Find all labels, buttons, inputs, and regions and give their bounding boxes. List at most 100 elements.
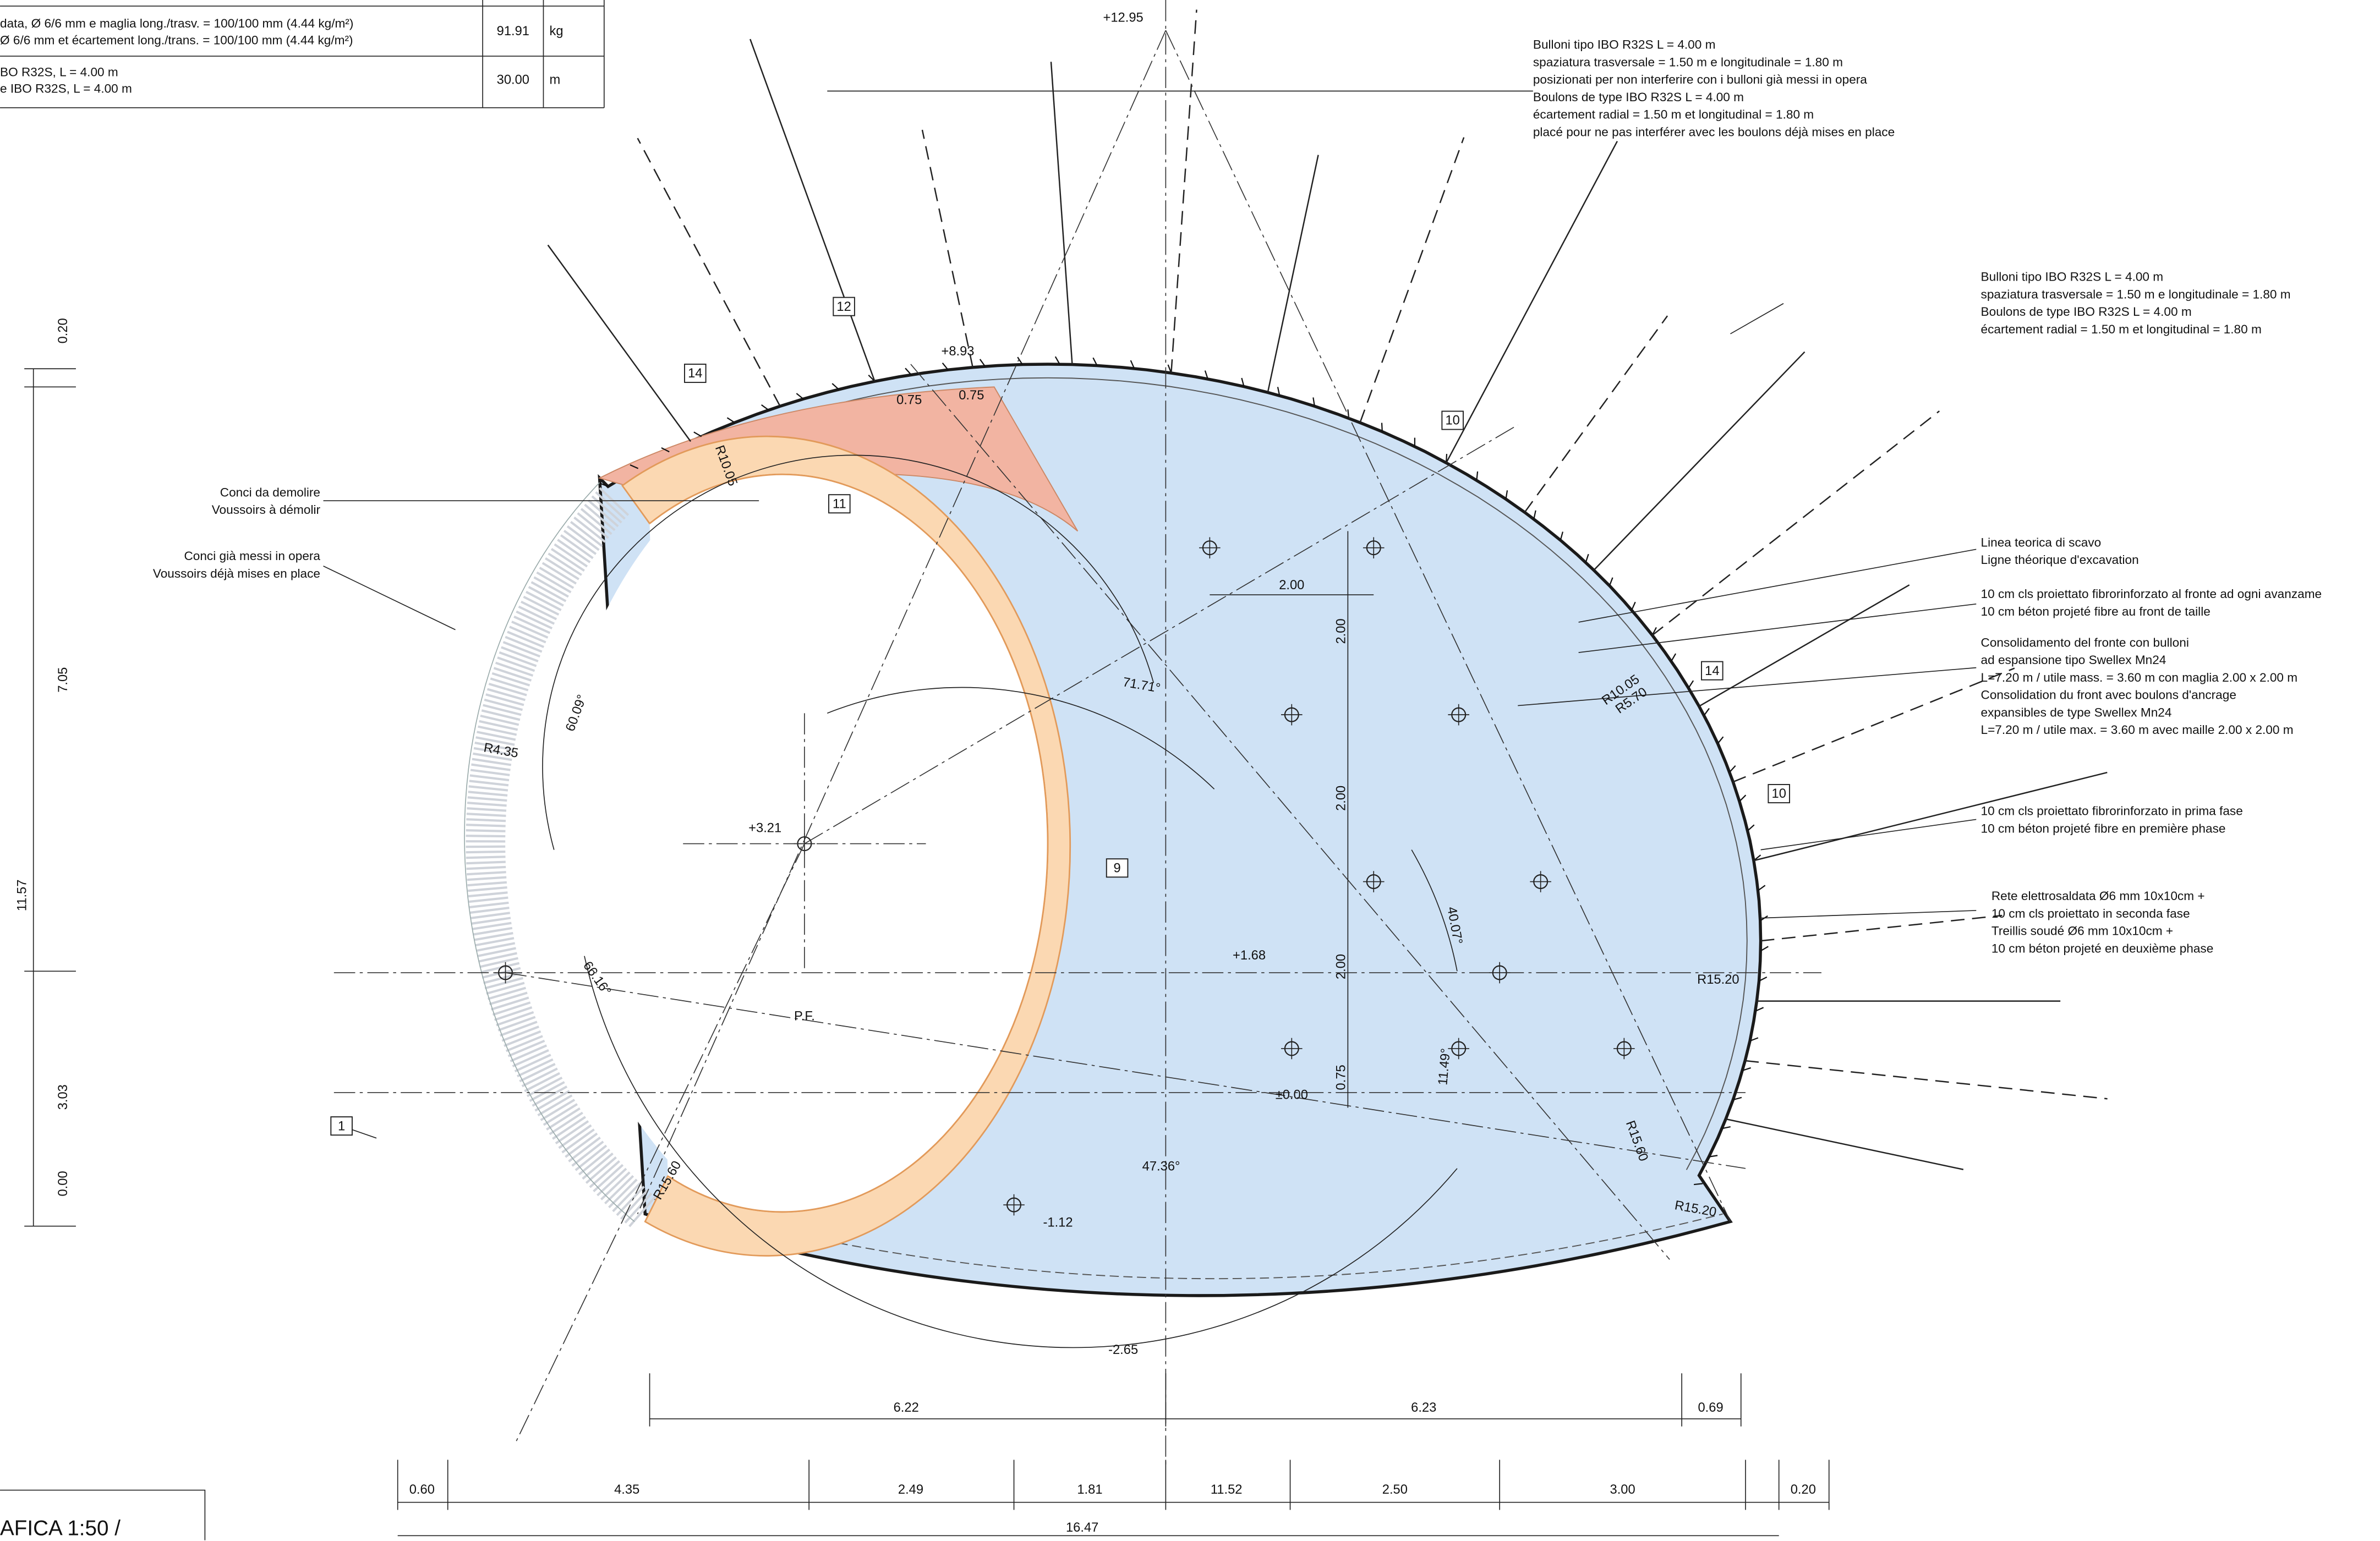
dimension-label: 3.00 — [1610, 1483, 1635, 1497]
center-line — [910, 364, 1670, 1260]
mesh-tick — [1703, 708, 1710, 716]
mesh-tick — [693, 431, 702, 437]
note: Linea teorica di scavo — [1981, 535, 2102, 549]
note: Bulloni tipo IBO R32S L = 4.00 m — [1533, 38, 1716, 52]
mesh-tick — [796, 393, 804, 400]
note: placé pour ne pas interférer avec les bo… — [1533, 125, 1895, 139]
bolt — [1446, 141, 1618, 463]
leader — [1578, 603, 1977, 653]
center-line — [637, 30, 1167, 1214]
bolt — [1745, 1060, 2108, 1100]
bolt — [1732, 667, 2015, 783]
existing-outline — [464, 482, 635, 1222]
note: Rete elettrosaldata Ø6 mm 10x10cm + — [1991, 889, 2205, 903]
mesh-tick — [599, 482, 609, 487]
mesh-tick — [1758, 976, 1768, 982]
callout-box — [1441, 410, 1464, 430]
table-cell: BO R32S, L = 4.00 m — [0, 65, 118, 79]
dimension-label: 0.69 — [1698, 1401, 1723, 1415]
table-cell: 30.00 — [497, 73, 529, 87]
mesh-tick — [1729, 765, 1736, 773]
callout: 12 — [836, 300, 851, 314]
dimension-label: 3.03 — [56, 1084, 70, 1110]
mesh-tick — [1631, 601, 1636, 611]
elevation: +12.95 — [1103, 10, 1144, 25]
mesh-tick — [1755, 1007, 1764, 1012]
callout: 1 — [338, 1119, 345, 1133]
mesh-tick — [726, 417, 735, 423]
bolt — [1725, 1118, 1964, 1170]
dimension-label: 11.52 — [1211, 1483, 1243, 1497]
table-cell: data, Ø 6/6 mm e maglia long./trasv. = 1… — [0, 17, 353, 30]
leader — [1760, 819, 1977, 851]
bolt — [1651, 410, 1940, 636]
mesh-tick — [1130, 360, 1135, 369]
mesh-tick — [1758, 885, 1766, 891]
note: spaziatura trasversale = 1.50 m e longit… — [1533, 55, 1843, 69]
mesh-tick — [1092, 357, 1098, 366]
bolt — [921, 129, 973, 368]
dimension-label: 6.23 — [1411, 1401, 1436, 1415]
angle-arc — [542, 454, 1155, 850]
mesh-tick — [1733, 1096, 1742, 1101]
bolt — [1050, 62, 1073, 365]
dimension-label: 0.00 — [56, 1171, 70, 1196]
note: Boulons de type IBO R32S L = 4.00 m — [1533, 90, 1744, 104]
title-box — [0, 1489, 206, 1540]
callout-box — [1106, 858, 1129, 878]
bolt — [547, 244, 692, 442]
elevation: +3.21 — [748, 821, 781, 835]
callout-box — [684, 364, 707, 383]
angle-arc — [584, 956, 1458, 1348]
mesh-tick — [761, 404, 769, 411]
angle-label: 11.49° — [1436, 1048, 1453, 1085]
center-line — [505, 972, 1746, 1169]
note: Boulons de type IBO R32S L = 4.00 m — [1981, 305, 2192, 319]
mesh-tick — [1671, 653, 1677, 662]
note: écartement radial = 1.50 m et longitudin… — [1533, 108, 1814, 122]
mesh-tick — [1608, 577, 1613, 586]
mesh-tick — [1277, 387, 1281, 396]
callout-box — [330, 1116, 353, 1136]
note: L=7.20 m / utile max. = 3.60 m avec mail… — [1981, 723, 2294, 737]
note: Conci da demolire — [220, 485, 320, 499]
mesh-tick — [831, 383, 839, 390]
mesh-tick — [1688, 680, 1694, 689]
dimension-label: 1.81 — [1077, 1483, 1102, 1497]
bolt — [1267, 155, 1319, 393]
dimension-label: 2.49 — [898, 1483, 923, 1497]
mesh-tick — [1204, 370, 1208, 380]
leader — [1730, 303, 1784, 334]
dimension-label: 0.75 — [1334, 1065, 1349, 1090]
mesh-tick — [1312, 397, 1315, 407]
note: Voussoirs à démolir — [212, 503, 321, 517]
mesh-tick — [1476, 471, 1479, 481]
note: L=7.20 m / utile mass. = 3.60 m con magl… — [1981, 671, 2298, 684]
radius-label: R15.20 — [1697, 973, 1739, 987]
callout-box — [1701, 661, 1724, 681]
note: spaziatura trasversale = 1.50 m e longit… — [1981, 287, 2291, 301]
table-cell: 91.91 — [497, 24, 529, 39]
section-geometry — [464, 356, 1769, 1297]
elevation: P.F. — [794, 1009, 815, 1023]
note: expansibles de type Swellex Mn24 — [1981, 705, 2172, 719]
center-line — [1165, 30, 1731, 1222]
dimension-label: 0.60 — [409, 1483, 435, 1497]
dimension-label: 16.47 — [1066, 1521, 1098, 1535]
lining-line — [636, 377, 1748, 1170]
dimension-label: 11.57 — [15, 880, 30, 912]
elevation: +1.68 — [1233, 948, 1266, 963]
dimension-label: 7.05 — [56, 667, 70, 693]
elevation: -1.12 — [1043, 1215, 1073, 1230]
leader — [1578, 549, 1977, 623]
bolt — [1698, 584, 1910, 707]
note: 10 cm cls proiettato fibrorinforzato in … — [1981, 804, 2243, 818]
table-cell: kg — [550, 24, 563, 39]
note: Consolidation du front avec boulons d'an… — [1981, 688, 2236, 702]
note: posizionati per non interferire con i bu… — [1533, 73, 1867, 86]
mesh-tick — [1017, 357, 1023, 365]
bolt — [1170, 9, 1197, 373]
mesh-tick — [942, 362, 949, 370]
mesh-tick — [1717, 736, 1724, 744]
